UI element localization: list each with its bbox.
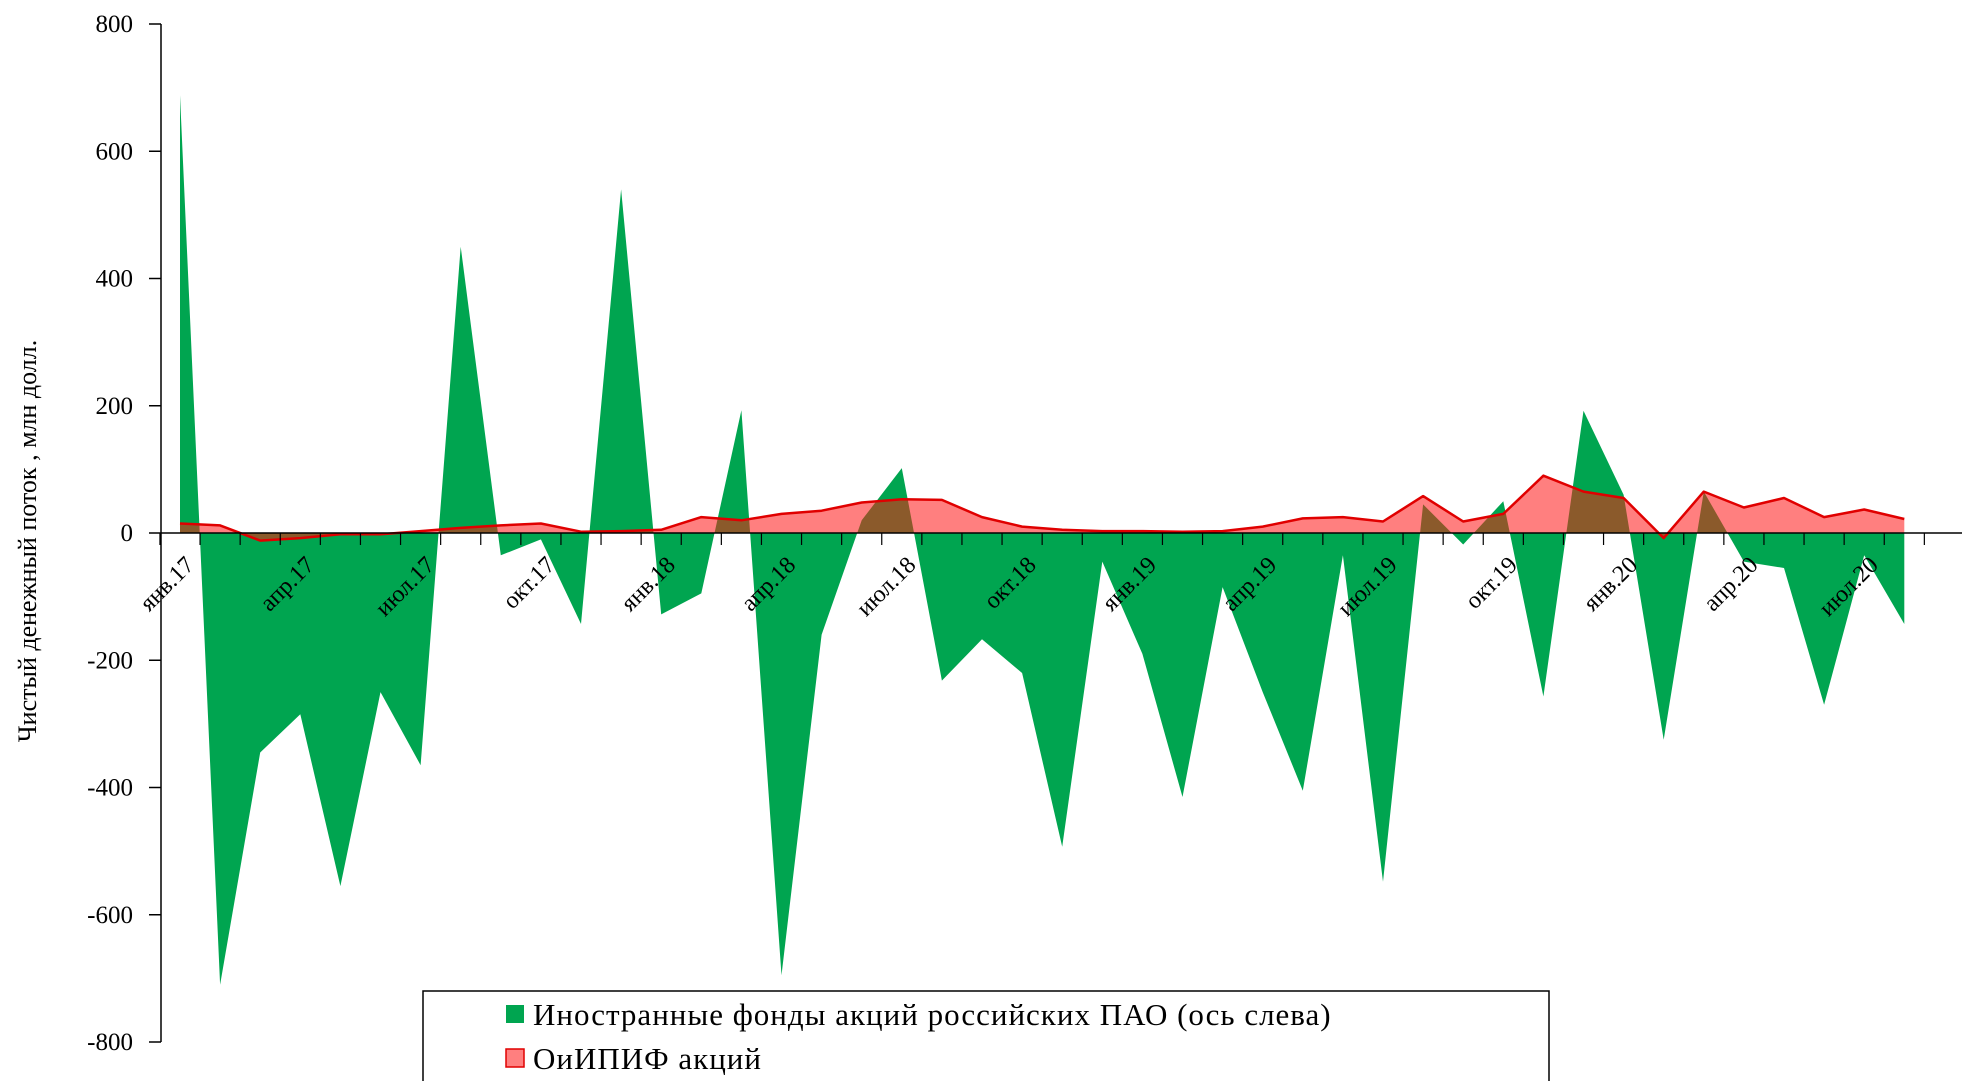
legend-swatch-domestic [505,1048,525,1068]
y-axis-title: Чистый денежный поток , млн долл. [13,340,42,742]
legend-label-foreign: Иностранные фонды акций российских ПАО (… [533,997,1332,1032]
x-category-label: окт.19 [1461,552,1523,614]
legend-swatch-foreign [506,1005,524,1023]
x-category-label: янв.17 [135,552,200,617]
legend-box [422,990,1550,1084]
x-category-label: янв.20 [1579,552,1644,617]
legend: Иностранные фонды акций российских ПАО (… [422,990,1550,1084]
y-tick-label: 600 [96,138,134,165]
y-tick-label: -800 [87,1029,133,1056]
axis-layer [149,23,1962,1043]
y-tick-label: -400 [87,775,133,802]
y-tick-label: 400 [96,266,134,293]
series-domestic-line [179,474,1905,542]
y-tick-label: -200 [87,647,133,674]
x-category-label: окт.17 [498,552,560,614]
x-category-label: июл.18 [852,552,921,621]
legend-label-domestic: ОиИПИФ акций [533,1041,762,1076]
x-category-label: апр.20 [1699,552,1763,616]
y-tick-label: 0 [121,520,134,547]
series-domestic-area [180,475,1905,541]
y-tick-label: 800 [96,11,134,38]
y-tick-label: -600 [87,902,133,929]
y-tick-label: 200 [96,393,134,420]
